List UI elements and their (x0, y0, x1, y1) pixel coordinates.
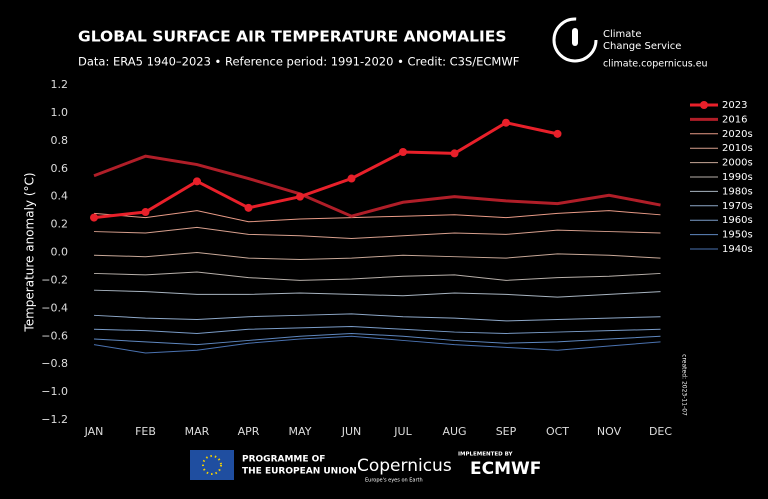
c3s-logo: Climate Change Service climate.copernicu… (552, 17, 708, 70)
series-line (93, 251, 661, 260)
footer-logos: PROGRAMME OF THE EUROPEAN UNION Copernic… (190, 450, 541, 484)
series-line (93, 313, 661, 322)
x-tick-label: JAN (84, 425, 104, 438)
eu-flag (190, 450, 234, 480)
y-tick-label: 0.4 (51, 190, 69, 203)
y-tick-label: 0.8 (51, 134, 69, 147)
copernicus-logo: Copernicus (357, 456, 452, 476)
created-note: created: 2023-11-07 (681, 354, 688, 416)
logo-ring (552, 17, 598, 63)
legend-label: 2010s (722, 143, 753, 154)
ecmwf-logo: ECMWF (470, 459, 541, 479)
y-tick-label: 0.0 (51, 246, 69, 259)
x-tick-label: FEB (135, 425, 156, 438)
x-tick-label: MAY (289, 425, 312, 438)
x-tick-label: MAR (185, 425, 210, 438)
logo-thermo (572, 28, 578, 46)
point (90, 213, 98, 222)
point (502, 118, 510, 127)
point (399, 148, 407, 156)
copernicus-tagline: Europe's eyes on Earth (365, 478, 423, 484)
eu-line-1: PROGRAMME OF (242, 455, 325, 465)
series-line (93, 335, 661, 354)
legend-label: 2023 (722, 100, 747, 111)
eu-stars (202, 455, 222, 475)
legend-label: 1960s (722, 215, 753, 226)
point (193, 177, 201, 186)
chart-title: GLOBAL SURFACE AIR TEMPERATURE ANOMALIES (78, 28, 507, 46)
legend-label: 1990s (722, 172, 753, 183)
y-tick-label: 1.0 (51, 106, 69, 119)
x-tick-label: JUN (341, 425, 362, 438)
y-tick-label: −1.0 (41, 385, 68, 398)
series-line (93, 332, 661, 346)
legend-label: 1970s (722, 201, 753, 212)
series-line (93, 154, 661, 218)
legend-label: 1980s (722, 186, 753, 197)
legend-label: 2000s (722, 158, 753, 169)
y-tick-label: −0.2 (41, 273, 68, 286)
point (296, 192, 304, 201)
subtitle: Data: ERA5 1940–2023 • Reference period:… (78, 55, 519, 69)
y-tick-label: −0.8 (41, 357, 68, 370)
series-line (93, 226, 661, 240)
series-line (93, 325, 661, 334)
point (553, 129, 562, 138)
legend-label: 2016 (722, 114, 747, 125)
series-line (93, 210, 661, 223)
x-tick-label: AUG (442, 425, 466, 438)
legend-label: 1940s (722, 244, 753, 255)
x-tick-label: APR (238, 425, 260, 438)
service-line-2: Change Service (603, 41, 681, 52)
y-tick-label: 1.2 (51, 78, 69, 91)
service-line-1: Climate (603, 29, 641, 40)
y-axis-label: Temperature anomaly (°C) (23, 172, 37, 332)
y-tick-label: 0.6 (51, 162, 69, 175)
x-tick-label: JUL (393, 425, 412, 438)
implemented-by: IMPLEMENTED BY (458, 452, 514, 458)
series-line (93, 271, 661, 281)
legend-marker (700, 101, 708, 109)
series-line (93, 121, 558, 220)
series-line (93, 289, 661, 298)
x-tick-label: OCT (546, 425, 569, 438)
legend-label: 2020s (722, 129, 753, 140)
x-tick-label: DEC (649, 425, 672, 438)
y-tick-label: −0.4 (41, 301, 68, 314)
y-tick-label: −0.6 (41, 329, 68, 342)
x-tick-label: SEP (496, 425, 517, 438)
point (347, 174, 356, 183)
x-tick-label: NOV (597, 425, 622, 438)
point (244, 203, 253, 212)
point (141, 208, 150, 217)
service-url: climate.copernicus.eu (603, 59, 708, 70)
y-tick-label: 0.2 (51, 218, 69, 231)
legend-label: 1950s (722, 230, 753, 241)
y-tick-label: −1.2 (41, 413, 68, 426)
point (450, 149, 459, 158)
eu-line-2: THE EUROPEAN UNION (242, 467, 357, 477)
